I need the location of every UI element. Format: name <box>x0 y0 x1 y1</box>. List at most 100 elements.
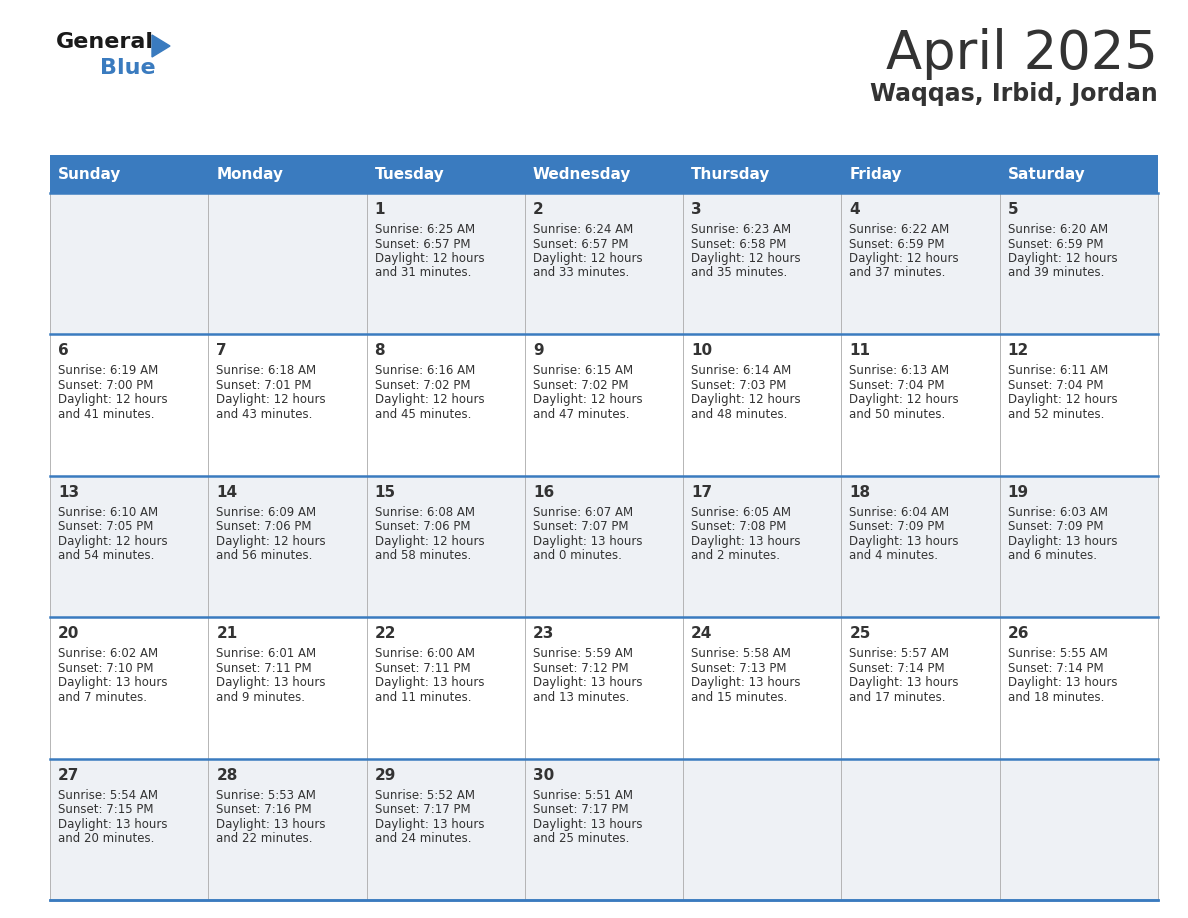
Text: Daylight: 12 hours: Daylight: 12 hours <box>849 252 959 265</box>
Text: Daylight: 13 hours: Daylight: 13 hours <box>533 677 643 689</box>
Text: and 52 minutes.: and 52 minutes. <box>1007 408 1104 420</box>
Text: Sunrise: 6:04 AM: Sunrise: 6:04 AM <box>849 506 949 519</box>
Text: Sunrise: 6:18 AM: Sunrise: 6:18 AM <box>216 364 316 377</box>
Text: Sunrise: 6:00 AM: Sunrise: 6:00 AM <box>374 647 474 660</box>
Bar <box>50 334 1158 476</box>
Text: Sunset: 7:04 PM: Sunset: 7:04 PM <box>1007 379 1104 392</box>
Text: Sunrise: 5:58 AM: Sunrise: 5:58 AM <box>691 647 791 660</box>
Text: Sunrise: 6:03 AM: Sunrise: 6:03 AM <box>1007 506 1107 519</box>
Text: 5: 5 <box>1007 202 1018 217</box>
Text: Sunset: 7:06 PM: Sunset: 7:06 PM <box>216 521 311 533</box>
Text: 12: 12 <box>1007 343 1029 358</box>
Text: Sunset: 7:05 PM: Sunset: 7:05 PM <box>58 521 153 533</box>
Text: 11: 11 <box>849 343 871 358</box>
Text: and 13 minutes.: and 13 minutes. <box>533 690 630 704</box>
Text: Daylight: 13 hours: Daylight: 13 hours <box>691 677 801 689</box>
Text: Daylight: 12 hours: Daylight: 12 hours <box>533 252 643 265</box>
Text: Daylight: 12 hours: Daylight: 12 hours <box>216 394 326 407</box>
Text: 29: 29 <box>374 767 396 783</box>
Text: 15: 15 <box>374 485 396 499</box>
Text: 24: 24 <box>691 626 713 641</box>
Text: and 20 minutes.: and 20 minutes. <box>58 832 154 845</box>
Text: Daylight: 13 hours: Daylight: 13 hours <box>58 677 168 689</box>
Text: Sunset: 7:10 PM: Sunset: 7:10 PM <box>58 662 153 675</box>
Text: 14: 14 <box>216 485 238 499</box>
Text: Sunset: 7:02 PM: Sunset: 7:02 PM <box>374 379 470 392</box>
Text: 10: 10 <box>691 343 713 358</box>
Text: Sunrise: 6:07 AM: Sunrise: 6:07 AM <box>533 506 633 519</box>
Text: 19: 19 <box>1007 485 1029 499</box>
Text: Sunrise: 6:15 AM: Sunrise: 6:15 AM <box>533 364 633 377</box>
Text: Blue: Blue <box>100 58 156 78</box>
Text: Sunrise: 6:13 AM: Sunrise: 6:13 AM <box>849 364 949 377</box>
Text: Sunset: 7:00 PM: Sunset: 7:00 PM <box>58 379 153 392</box>
Text: and 18 minutes.: and 18 minutes. <box>1007 690 1104 704</box>
Text: and 41 minutes.: and 41 minutes. <box>58 408 154 420</box>
Text: Sunrise: 5:53 AM: Sunrise: 5:53 AM <box>216 789 316 801</box>
Text: and 22 minutes.: and 22 minutes. <box>216 832 312 845</box>
Text: Daylight: 12 hours: Daylight: 12 hours <box>58 394 168 407</box>
Text: and 11 minutes.: and 11 minutes. <box>374 690 472 704</box>
Text: Sunset: 7:14 PM: Sunset: 7:14 PM <box>1007 662 1104 675</box>
Text: Sunrise: 6:14 AM: Sunrise: 6:14 AM <box>691 364 791 377</box>
Text: Sunset: 6:58 PM: Sunset: 6:58 PM <box>691 238 786 251</box>
Bar <box>50 193 1158 334</box>
Text: Sunrise: 6:23 AM: Sunrise: 6:23 AM <box>691 223 791 236</box>
Text: and 24 minutes.: and 24 minutes. <box>374 832 472 845</box>
Text: and 58 minutes.: and 58 minutes. <box>374 549 470 563</box>
Text: 22: 22 <box>374 626 396 641</box>
Bar <box>50 155 1158 193</box>
Text: and 47 minutes.: and 47 minutes. <box>533 408 630 420</box>
Text: Friday: Friday <box>849 166 902 182</box>
Text: and 43 minutes.: and 43 minutes. <box>216 408 312 420</box>
Text: 8: 8 <box>374 343 385 358</box>
Text: Sunset: 6:59 PM: Sunset: 6:59 PM <box>849 238 944 251</box>
Text: Sunset: 7:13 PM: Sunset: 7:13 PM <box>691 662 786 675</box>
Text: Monday: Monday <box>216 166 283 182</box>
Text: Daylight: 12 hours: Daylight: 12 hours <box>849 394 959 407</box>
Text: and 25 minutes.: and 25 minutes. <box>533 832 630 845</box>
Text: 4: 4 <box>849 202 860 217</box>
Text: Sunset: 7:15 PM: Sunset: 7:15 PM <box>58 803 153 816</box>
Text: Sunrise: 6:08 AM: Sunrise: 6:08 AM <box>374 506 474 519</box>
Text: Daylight: 13 hours: Daylight: 13 hours <box>533 535 643 548</box>
Text: Sunrise: 6:19 AM: Sunrise: 6:19 AM <box>58 364 158 377</box>
Text: 27: 27 <box>58 767 80 783</box>
Text: Sunrise: 5:59 AM: Sunrise: 5:59 AM <box>533 647 633 660</box>
Text: 30: 30 <box>533 767 554 783</box>
Text: and 6 minutes.: and 6 minutes. <box>1007 549 1097 563</box>
Text: Sunset: 6:57 PM: Sunset: 6:57 PM <box>533 238 628 251</box>
Text: and 54 minutes.: and 54 minutes. <box>58 549 154 563</box>
Text: Daylight: 12 hours: Daylight: 12 hours <box>1007 394 1118 407</box>
Text: 26: 26 <box>1007 626 1029 641</box>
Text: Daylight: 13 hours: Daylight: 13 hours <box>216 677 326 689</box>
Text: Sunrise: 6:11 AM: Sunrise: 6:11 AM <box>1007 364 1108 377</box>
Text: Sunset: 7:17 PM: Sunset: 7:17 PM <box>533 803 628 816</box>
Text: Sunset: 7:11 PM: Sunset: 7:11 PM <box>374 662 470 675</box>
Text: Daylight: 12 hours: Daylight: 12 hours <box>691 252 801 265</box>
Text: Tuesday: Tuesday <box>374 166 444 182</box>
Text: Daylight: 12 hours: Daylight: 12 hours <box>216 535 326 548</box>
Text: Sunset: 7:12 PM: Sunset: 7:12 PM <box>533 662 628 675</box>
Text: Sunset: 6:59 PM: Sunset: 6:59 PM <box>1007 238 1104 251</box>
Text: Daylight: 13 hours: Daylight: 13 hours <box>374 818 484 831</box>
Text: Sunrise: 6:22 AM: Sunrise: 6:22 AM <box>849 223 949 236</box>
Text: Daylight: 13 hours: Daylight: 13 hours <box>58 818 168 831</box>
Text: 7: 7 <box>216 343 227 358</box>
Text: Daylight: 12 hours: Daylight: 12 hours <box>374 252 485 265</box>
Text: Sunrise: 6:16 AM: Sunrise: 6:16 AM <box>374 364 475 377</box>
Bar <box>50 617 1158 758</box>
Text: Waqqas, Irbid, Jordan: Waqqas, Irbid, Jordan <box>871 82 1158 106</box>
Text: 17: 17 <box>691 485 713 499</box>
Text: and 45 minutes.: and 45 minutes. <box>374 408 470 420</box>
Text: Daylight: 12 hours: Daylight: 12 hours <box>374 535 485 548</box>
Text: Sunset: 7:01 PM: Sunset: 7:01 PM <box>216 379 311 392</box>
Text: Sunset: 7:09 PM: Sunset: 7:09 PM <box>1007 521 1104 533</box>
Text: Sunset: 6:57 PM: Sunset: 6:57 PM <box>374 238 470 251</box>
Text: 13: 13 <box>58 485 80 499</box>
Text: Daylight: 12 hours: Daylight: 12 hours <box>691 394 801 407</box>
Text: Daylight: 13 hours: Daylight: 13 hours <box>1007 677 1117 689</box>
Text: Daylight: 13 hours: Daylight: 13 hours <box>1007 535 1117 548</box>
Bar <box>50 758 1158 900</box>
Text: Daylight: 13 hours: Daylight: 13 hours <box>374 677 484 689</box>
